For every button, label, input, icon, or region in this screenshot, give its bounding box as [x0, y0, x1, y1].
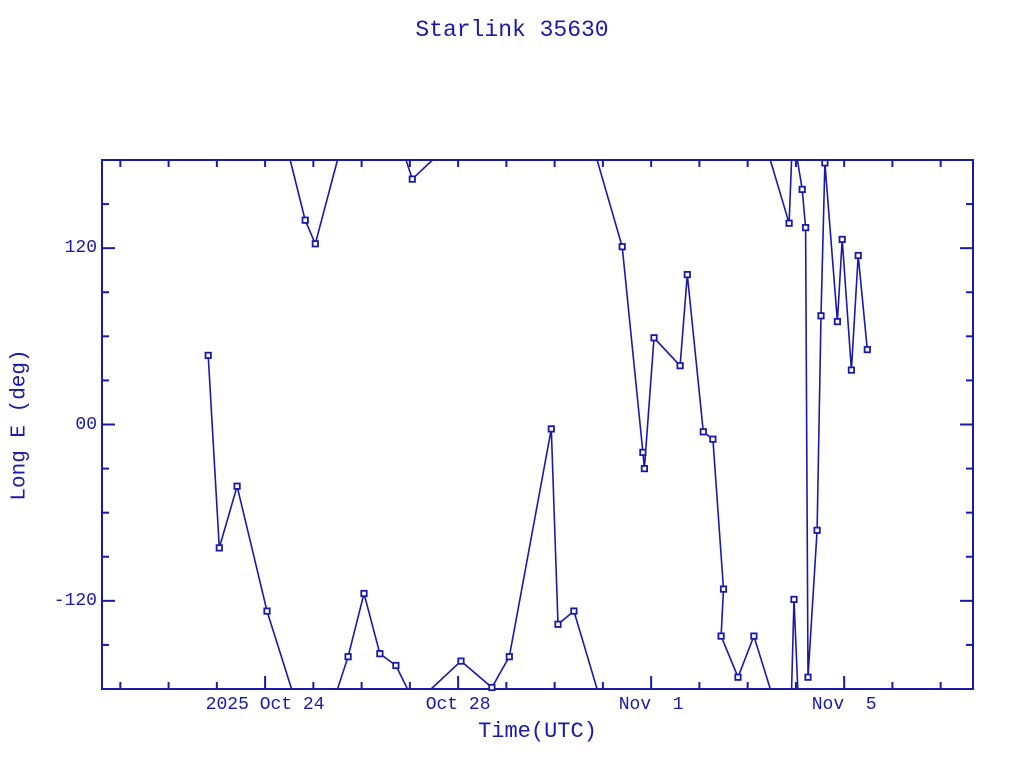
data-point-marker	[360, 589, 368, 598]
data-point-marker	[554, 620, 562, 628]
x-tick-label: Nov 5	[811, 695, 877, 715]
y-tick-label: 120	[64, 238, 97, 259]
data-point-marker	[676, 362, 684, 370]
data-point-marker	[821, 159, 829, 167]
y-tick-label: 00	[75, 414, 97, 435]
data-point-marker	[790, 595, 798, 604]
data-point-marker	[838, 235, 846, 243]
data-point-marker	[547, 425, 555, 433]
data-line	[430, 428, 598, 690]
data-point-marker	[233, 482, 241, 490]
data-point-marker	[798, 185, 806, 193]
data-point-marker	[408, 175, 416, 183]
x-axis-title: Time(UTC)	[478, 719, 597, 744]
data-point-marker	[709, 435, 717, 443]
x-tick-label: Nov 1	[618, 695, 684, 715]
data-point-marker	[863, 345, 871, 354]
data-point-marker	[785, 219, 793, 227]
data-point-marker	[618, 243, 626, 251]
data-point-marker	[263, 607, 271, 615]
data-line	[336, 593, 409, 690]
data-point-marker	[854, 251, 862, 260]
data-point-marker	[640, 464, 649, 473]
data-point-marker	[804, 673, 812, 681]
data-point-marker	[650, 334, 658, 342]
data-point-marker	[570, 607, 578, 615]
x-tick-label: 2025 Oct 24	[205, 695, 325, 715]
data-point-marker	[750, 632, 758, 640]
data-point-marker	[457, 657, 465, 665]
data-point-marker	[488, 683, 496, 692]
data-point-marker	[215, 544, 223, 552]
data-point-marker	[204, 351, 212, 360]
data-line	[796, 159, 869, 678]
chart-title: Starlink 35630	[415, 17, 609, 43]
data-point-marker	[833, 317, 842, 326]
data-point-marker	[505, 653, 513, 661]
data-point-marker	[301, 216, 309, 224]
data-point-marker	[847, 366, 856, 374]
data-line	[289, 159, 339, 247]
data-point-marker	[683, 270, 691, 279]
data-point-marker	[344, 653, 352, 661]
x-tick-label: Oct 28	[425, 695, 491, 715]
data-point-marker	[639, 448, 647, 457]
data-point-marker	[813, 526, 821, 534]
y-tick-label: -120	[53, 590, 97, 611]
data-point-marker	[734, 673, 742, 681]
data-point-marker	[392, 661, 400, 670]
data-point-marker	[817, 312, 825, 320]
data-line	[207, 355, 293, 690]
data-point-marker	[311, 240, 319, 248]
data-point-marker	[376, 650, 384, 658]
data-point-marker	[699, 428, 707, 436]
data-point-marker	[802, 223, 810, 232]
data-line	[790, 599, 799, 690]
data-point-marker	[717, 632, 725, 640]
data-line	[769, 159, 793, 224]
data-line	[596, 159, 772, 690]
data-point-marker	[719, 585, 728, 593]
